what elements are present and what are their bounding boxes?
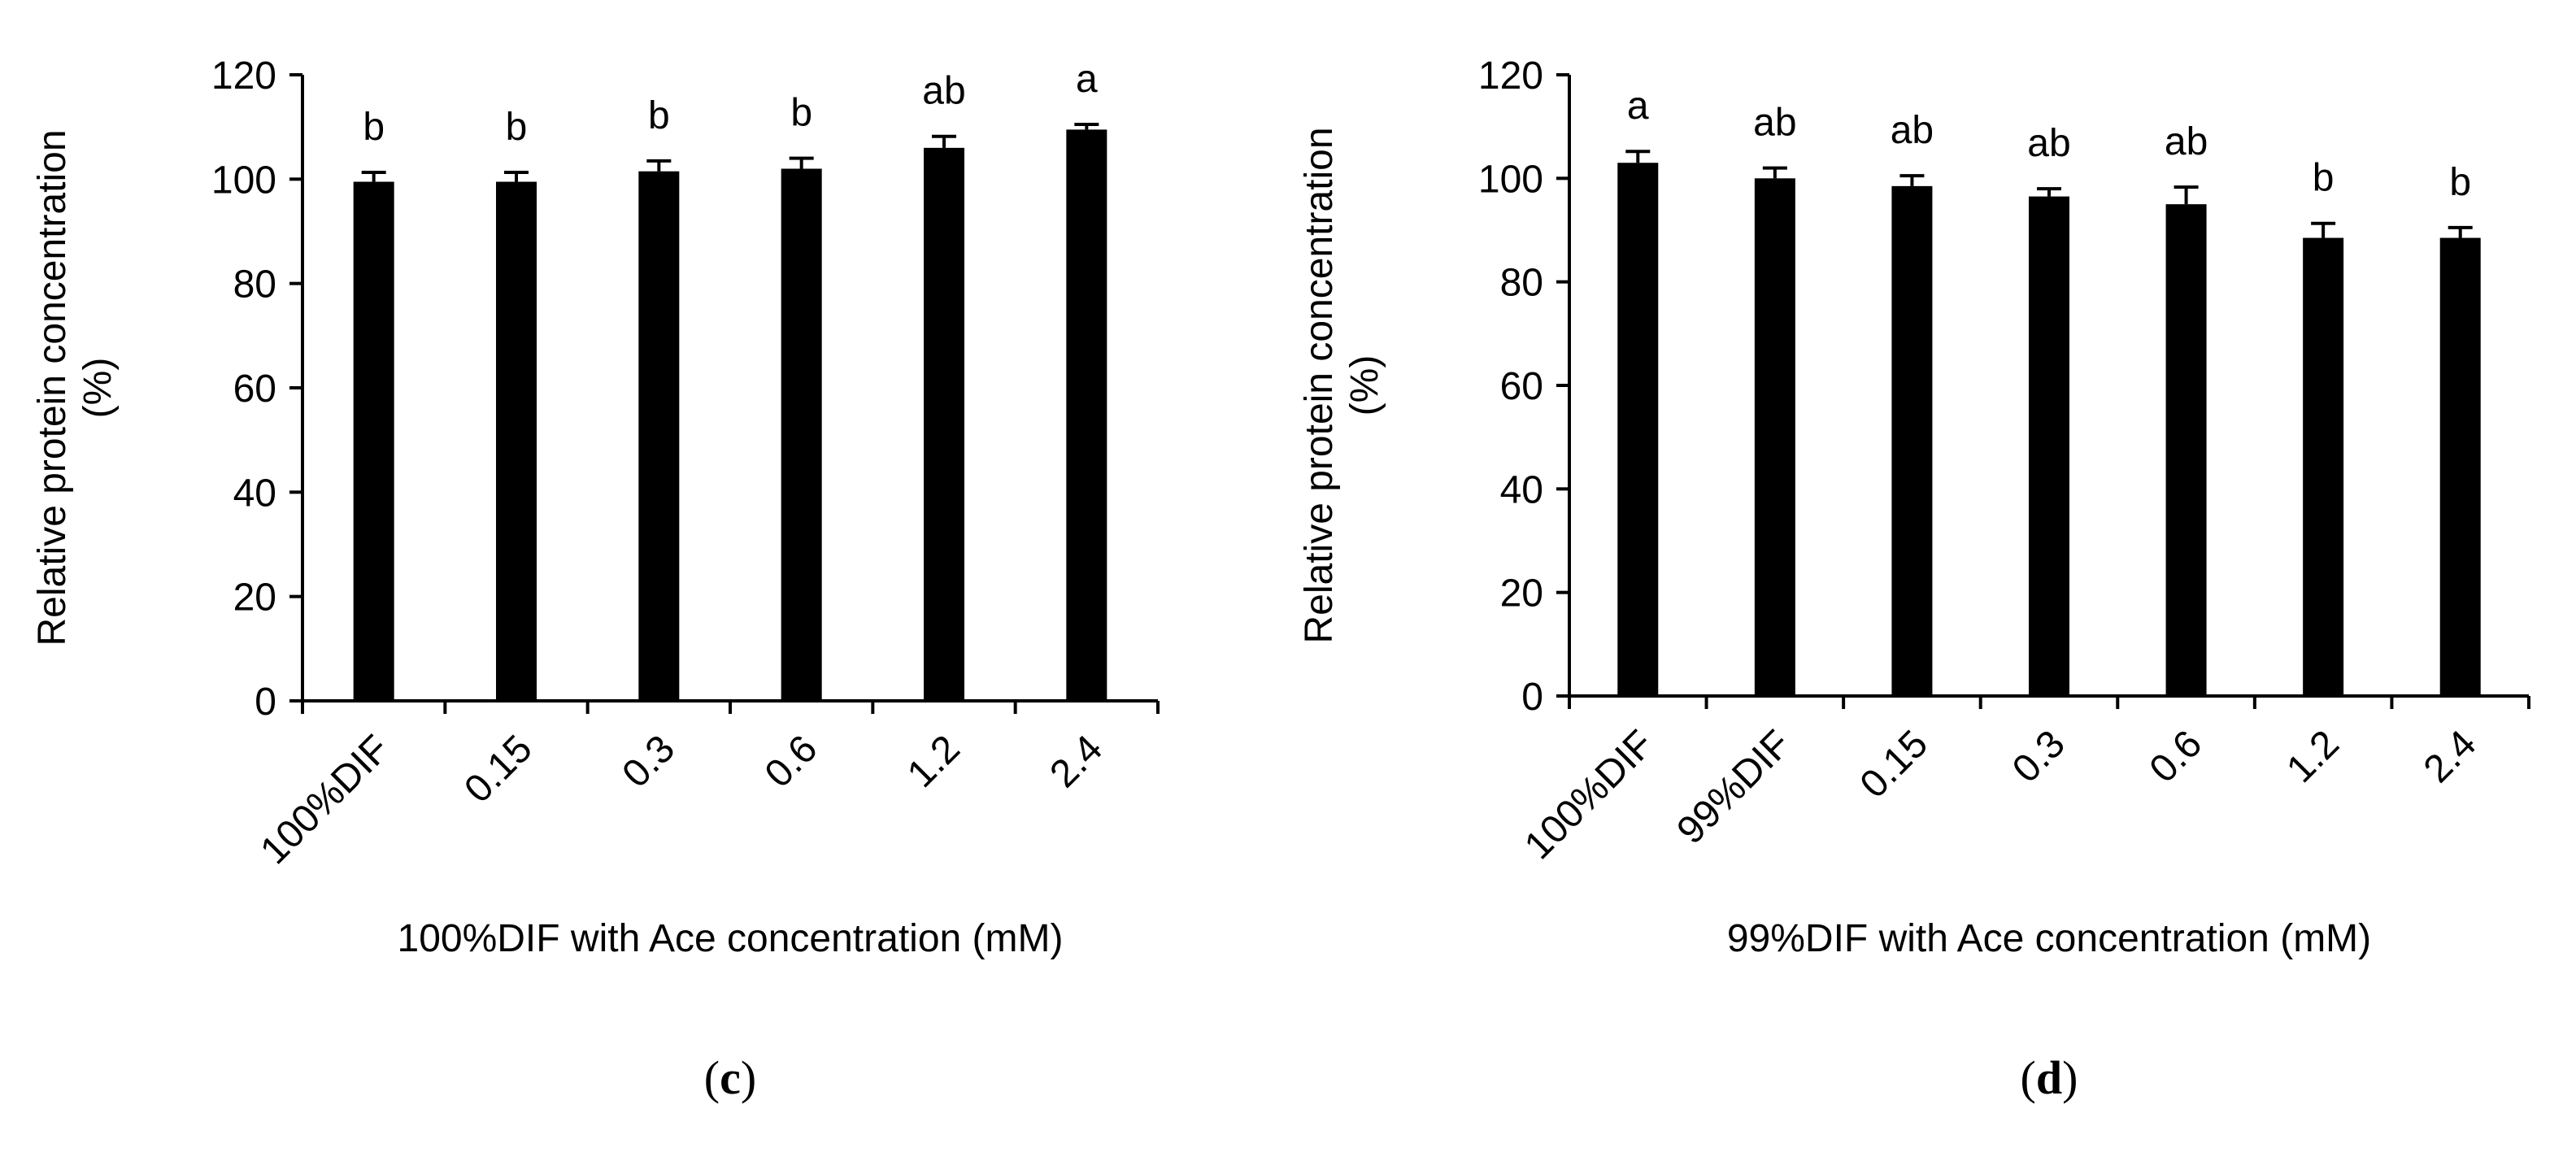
bar xyxy=(496,181,537,701)
significance-label: b xyxy=(790,92,812,135)
y-tick-label: 0 xyxy=(255,681,276,724)
y-tick-label: 40 xyxy=(1500,468,1543,511)
panel-label: (c) xyxy=(704,1051,756,1104)
x-tick-label: 1.2 xyxy=(2278,722,2348,791)
bar xyxy=(1066,129,1107,701)
y-axis-title: Relative protein concentration xyxy=(31,129,74,646)
bar xyxy=(2029,196,2069,696)
significance-label: ab xyxy=(922,70,965,113)
y-axis-title: Relative protein concentration xyxy=(1298,127,1341,643)
y-tick-label: 80 xyxy=(233,263,276,307)
significance-label: a xyxy=(1627,85,1649,128)
bar xyxy=(2439,237,2481,696)
bar xyxy=(2165,204,2207,696)
x-tick-label: 0.6 xyxy=(2142,722,2211,791)
significance-label: a xyxy=(1076,58,1098,101)
y-axis-title-unit: (%) xyxy=(1343,355,1386,416)
bar xyxy=(781,168,822,701)
panel-letter: d xyxy=(2036,1051,2062,1104)
x-tick-label: 2.4 xyxy=(2416,722,2485,791)
bar-chart-d: 0 20 40 60 80 100 120 a 100%DIF ab 99%DIF ab 0.15 ab 0… xyxy=(1298,54,2530,1104)
panel-letter: c xyxy=(720,1051,741,1104)
chart-panel-d: 0 20 40 60 80 100 120 a 100%DIF ab 99%DIF ab 0.15 ab 0… xyxy=(1288,0,2576,1157)
y-tick-label: 20 xyxy=(1500,572,1543,615)
bar xyxy=(638,171,680,702)
x-axis-title: 99%DIF with Ace concentration (mM) xyxy=(1727,917,2371,960)
x-tick-label: 0.6 xyxy=(757,727,826,796)
y-tick-label: 100 xyxy=(1478,158,1543,201)
significance-label: ab xyxy=(1891,109,1934,152)
y-tick-label: 20 xyxy=(233,576,276,620)
x-tick-label: 99%DIF xyxy=(1669,722,1799,852)
y-tick-label: 120 xyxy=(211,54,276,98)
y-tick-label: 100 xyxy=(211,159,276,202)
bar xyxy=(924,147,964,702)
significance-label: b xyxy=(2449,161,2471,204)
x-tick-label: 0.15 xyxy=(1852,722,1937,807)
y-tick-label: 120 xyxy=(1478,54,1543,98)
x-tick-label: 0.3 xyxy=(614,727,683,796)
bar xyxy=(353,181,394,701)
significance-label: b xyxy=(648,94,670,137)
bar-chart-c: 0 20 40 60 80 100 120 b 100%DIF b 0.15 b 0.3 b 0.6 ab 1.… xyxy=(31,54,1160,1104)
x-tick-label: 0.15 xyxy=(456,727,541,811)
bar xyxy=(1617,163,1659,696)
y-tick-label: 40 xyxy=(233,472,276,515)
x-tick-label: 2.4 xyxy=(1042,727,1111,796)
chart-panel-c: 0 20 40 60 80 100 120 b 100%DIF b 0.15 b 0.3 b 0.6 ab 1.… xyxy=(31,54,1160,1104)
significance-label: ab xyxy=(1753,102,1796,145)
x-axis-title: 100%DIF with Ace concentration (mM) xyxy=(398,917,1064,960)
significance-label: ab xyxy=(2027,122,2070,165)
panel-label: (d) xyxy=(2021,1051,2078,1104)
significance-label: b xyxy=(363,106,385,149)
y-tick-label: 60 xyxy=(233,368,276,411)
significance-label: b xyxy=(2313,157,2334,200)
x-tick-label: 1.2 xyxy=(899,727,968,796)
x-tick-label: 100%DIF xyxy=(1516,722,1662,868)
y-axis-title-unit: (%) xyxy=(76,358,120,419)
y-tick-label: 80 xyxy=(1500,262,1543,305)
significance-label: ab xyxy=(2165,120,2208,163)
significance-label: b xyxy=(506,106,528,149)
bar xyxy=(1754,178,1795,697)
bar xyxy=(1891,185,1933,697)
y-tick-label: 0 xyxy=(1521,676,1543,719)
bar xyxy=(2303,237,2344,696)
y-tick-label: 60 xyxy=(1500,365,1543,408)
x-tick-label: 0.3 xyxy=(2004,722,2073,791)
x-tick-label: 100%DIF xyxy=(252,727,398,872)
